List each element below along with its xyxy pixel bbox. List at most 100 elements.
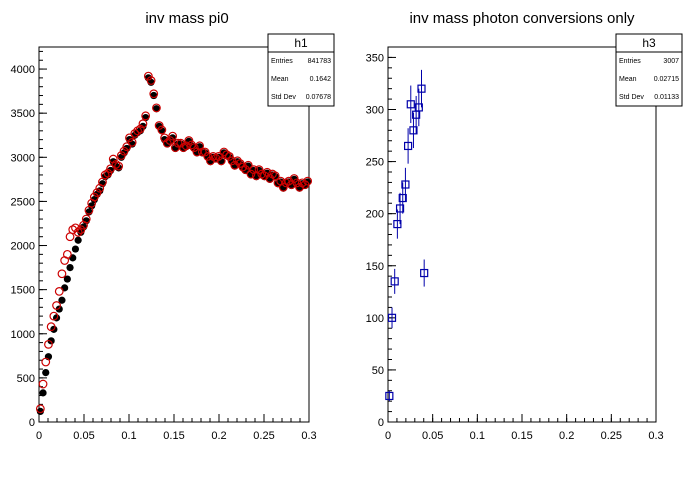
data-point [385,391,394,401]
data-point [89,192,99,202]
data-point [62,249,72,259]
data-point [230,160,240,170]
y-tick-label: 150 [366,261,384,273]
x-tick-label: 0 [36,430,42,442]
data-point [106,164,115,174]
y-tick-label: 200 [366,209,384,221]
stats-value-stddev: 0.01133 [654,94,679,101]
pad-inv-mass-photon-conversions: inv mass photon conversions only 0 0.05 0.… [366,10,683,442]
data-point [404,141,413,151]
data-point [69,254,77,262]
x-tick-label: 0.3 [648,430,663,442]
y-tick-label: 3000 [11,152,35,164]
stats-value-entries: 841783 [308,58,331,65]
stats-value-entries: 3007 [663,58,679,65]
data-point [71,245,80,253]
data-point [233,156,242,166]
stats-name-h3: h3 [642,36,656,50]
pad-inv-mass-pi0: inv mass pi0 0 0.05 0.1 0.15 0.2 0.25 0.3 0 500… [11,10,335,442]
data-point [46,322,56,332]
x-tick-label: 0 [385,430,391,442]
chart-title-pi0: inv mass pi0 [145,10,228,27]
data-point [203,152,213,161]
data-point [393,219,402,229]
x-tick-label: 0.25 [601,430,622,442]
stats-box-h3: h3 Entries 3007 Mean 0.02715 Std Dev 0.0… [615,33,683,107]
data-point [125,133,134,143]
data-point [35,404,45,414]
y-tick-label: 1500 [11,285,35,297]
data-point [152,103,161,113]
data-point [168,131,178,141]
y-tick-label: 1000 [11,329,35,341]
data-point [63,275,71,283]
data-point [157,125,167,135]
stats-label-entries: Entries [619,58,641,65]
data-point [143,71,153,81]
x-tick-label: 0.2 [559,430,574,442]
data-point [44,339,53,349]
stats-label-mean: Mean [619,76,637,83]
data-point [197,147,207,157]
stats-value-mean: 0.02715 [654,76,679,83]
data-point [387,313,397,322]
data-point [181,141,191,151]
data-point [154,121,164,130]
data-points-pi0 [35,71,313,416]
y-tick-label: 500 [17,373,35,385]
data-point [278,182,288,192]
data-point [414,103,423,112]
data-point [141,111,151,121]
y-tick-label: 2000 [11,241,35,253]
data-point [38,379,48,389]
data-point [265,174,275,183]
data-point [303,176,313,186]
data-point [42,368,50,377]
stats-value-stddev: 0.07678 [306,94,331,101]
data-point [401,180,410,189]
x-axis-pi0: 0 0.05 0.1 0.15 0.2 0.25 0.3 [36,414,317,442]
data-point [66,263,74,272]
stats-name-h1: h1 [294,36,308,50]
data-point [238,162,248,172]
data-point [292,178,302,188]
x-tick-label: 0.25 [253,430,274,442]
data-point [227,156,237,166]
data-point [214,152,223,161]
y-axis-photon-conversions: 0 50 100 150 200 250 300 350 [366,46,396,429]
data-point [254,165,264,175]
y-tick-label: 350 [366,52,384,64]
data-point [58,296,66,304]
data-point [103,168,113,178]
data-point [41,357,51,367]
data-point [243,160,253,170]
y-tick-label: 100 [366,313,384,325]
data-point [61,284,69,292]
data-point [189,143,199,152]
data-point [55,305,63,313]
chart-title-photon-conversions: inv mass photon conversions only [409,10,635,27]
x-axis-photon-conversions: 0 0.05 0.1 0.15 0.2 0.25 0.3 [385,414,664,442]
y-tick-label: 250 [366,157,384,169]
x-tick-label: 0.3 [301,430,316,442]
x-tick-label: 0.15 [511,430,532,442]
data-point [122,142,132,152]
data-point [36,407,44,416]
data-point [116,151,126,160]
y-axis-pi0: 0 500 1000 1500 2000 2500 3000 3500 4000 [11,50,47,429]
data-point [406,100,415,109]
data-points-photon-conversions [385,69,429,402]
data-point [108,154,118,164]
data-point [420,268,429,278]
data-point [219,147,229,157]
data-point [90,196,98,204]
data-point [71,223,80,233]
y-tick-label: 2500 [11,196,35,208]
stats-label-stddev: Std Dev [271,94,296,101]
data-point [295,182,304,192]
data-point [173,138,183,148]
data-point [398,193,407,203]
data-point [246,169,256,179]
data-point [74,236,82,244]
data-point [119,146,129,156]
